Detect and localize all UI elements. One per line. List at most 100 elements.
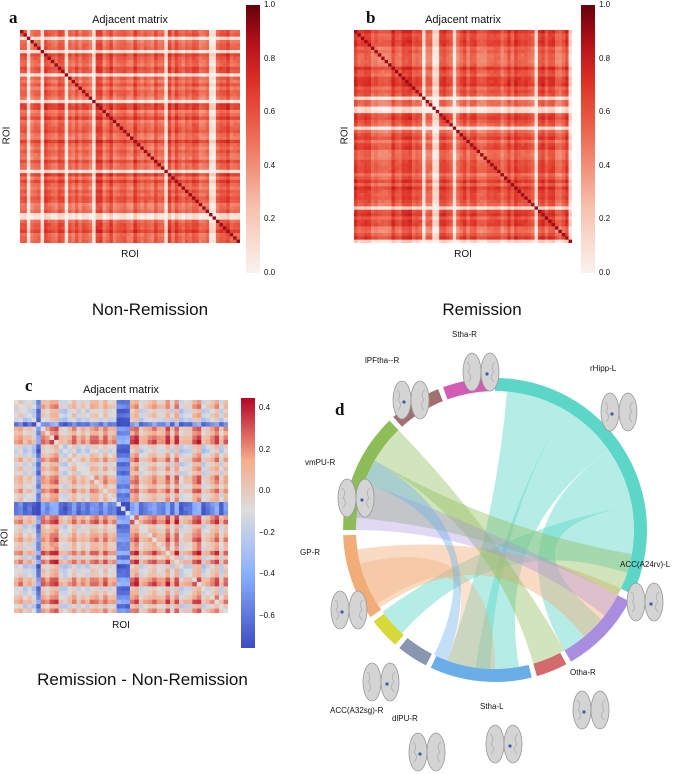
heatmap-cell <box>233 236 237 240</box>
heatmap-cell <box>37 170 41 174</box>
heatmap-cell <box>195 193 199 197</box>
heatmap-cell <box>103 223 107 227</box>
heatmap-cell <box>72 150 76 154</box>
heatmap-cell <box>144 43 148 47</box>
heatmap-cell <box>113 87 117 91</box>
heatmap-cell <box>41 70 45 74</box>
heatmap-cell <box>120 117 124 121</box>
heatmap-cell <box>443 67 447 71</box>
heatmap-cell <box>364 33 368 37</box>
heatmap-cell <box>164 160 168 164</box>
heatmap-cell <box>199 80 203 84</box>
heatmap-cell <box>171 103 175 107</box>
heatmap-cell <box>202 203 206 207</box>
heatmap-cell <box>500 33 504 37</box>
heatmap-cell <box>99 117 103 121</box>
heatmap-cell <box>51 213 55 217</box>
heatmap-cell <box>72 153 76 157</box>
heatmap-cell <box>23 93 27 97</box>
heatmap-cell <box>449 47 453 51</box>
heatmap-cell <box>409 60 413 64</box>
heatmap-cell <box>432 37 436 41</box>
heatmap-cell <box>61 160 65 164</box>
heatmap-cell <box>443 73 447 77</box>
heatmap-cell <box>140 130 144 134</box>
panel-b-heatmap <box>354 30 572 243</box>
heatmap-cell <box>41 50 45 54</box>
heatmap-cell <box>137 43 141 47</box>
heatmap-cell <box>48 127 52 131</box>
heatmap-cell <box>82 90 86 94</box>
heatmap-cell <box>209 50 213 54</box>
heatmap-cell <box>178 203 182 207</box>
heatmap-cell <box>48 50 52 54</box>
heatmap-cell <box>545 67 549 71</box>
heatmap-cell <box>20 110 24 114</box>
heatmap-cell <box>51 90 55 94</box>
heatmap-cell <box>429 67 433 71</box>
heatmap-cell <box>133 37 137 41</box>
heatmap-cell <box>78 127 82 131</box>
heatmap-cell <box>223 160 227 164</box>
heatmap-cell <box>30 143 34 147</box>
heatmap-cell <box>195 236 199 240</box>
heatmap-cell <box>185 67 189 71</box>
heatmap-cell <box>216 203 220 207</box>
heatmap-cell <box>192 163 196 167</box>
heatmap-cell <box>37 133 41 137</box>
heatmap-cell <box>161 146 165 150</box>
heatmap-cell <box>41 90 45 94</box>
heatmap-cell <box>161 137 165 141</box>
heatmap-cell <box>528 53 532 57</box>
heatmap-cell <box>144 33 148 37</box>
heatmap-cell <box>199 180 203 184</box>
heatmap-cell <box>195 186 199 190</box>
heatmap-cell <box>206 80 210 84</box>
heatmap-cell <box>54 153 58 157</box>
heatmap-cell <box>30 240 34 243</box>
heatmap-cell <box>147 70 151 74</box>
heatmap-cell <box>37 196 41 200</box>
heatmap-cell <box>158 130 162 134</box>
heatmap-cell <box>497 57 501 61</box>
heatmap-cell <box>391 33 395 37</box>
heatmap-cell <box>140 236 144 240</box>
heatmap-cell <box>154 196 158 200</box>
heatmap-cell <box>151 220 155 224</box>
heatmap-cell <box>158 233 162 237</box>
heatmap-cell <box>216 43 220 47</box>
heatmap-cell <box>199 210 203 214</box>
heatmap-cell <box>233 77 237 81</box>
heatmap-cell <box>116 150 120 154</box>
heatmap-cell <box>106 220 110 224</box>
heatmap-cell <box>524 67 528 71</box>
heatmap-cell <box>89 137 93 141</box>
heatmap-cell <box>99 233 103 237</box>
heatmap-cell <box>185 33 189 37</box>
heatmap-cell <box>487 53 491 57</box>
heatmap-cell <box>185 110 189 114</box>
heatmap-cell <box>147 40 151 44</box>
heatmap-cell <box>106 67 110 71</box>
heatmap-cell <box>85 210 89 214</box>
heatmap-cell <box>75 153 79 157</box>
heatmap-cell <box>127 40 131 44</box>
heatmap-cell <box>123 77 127 81</box>
heatmap-cell <box>446 40 450 44</box>
heatmap-cell <box>37 63 41 67</box>
heatmap-cell <box>27 183 31 187</box>
heatmap-cell <box>82 117 86 121</box>
heatmap-cell <box>188 236 192 240</box>
heatmap-cell <box>209 173 213 177</box>
heatmap-cell <box>219 140 223 144</box>
heatmap-cell <box>89 230 93 234</box>
heatmap-cell <box>127 170 131 174</box>
heatmap-cell <box>85 193 89 197</box>
heatmap-cell <box>374 30 378 34</box>
heatmap-cell <box>103 80 107 84</box>
heatmap-cell <box>96 216 100 220</box>
heatmap-cell <box>20 53 24 57</box>
heatmap-cell <box>175 107 179 111</box>
heatmap-cell <box>199 37 203 41</box>
heatmap-cell <box>68 180 72 184</box>
